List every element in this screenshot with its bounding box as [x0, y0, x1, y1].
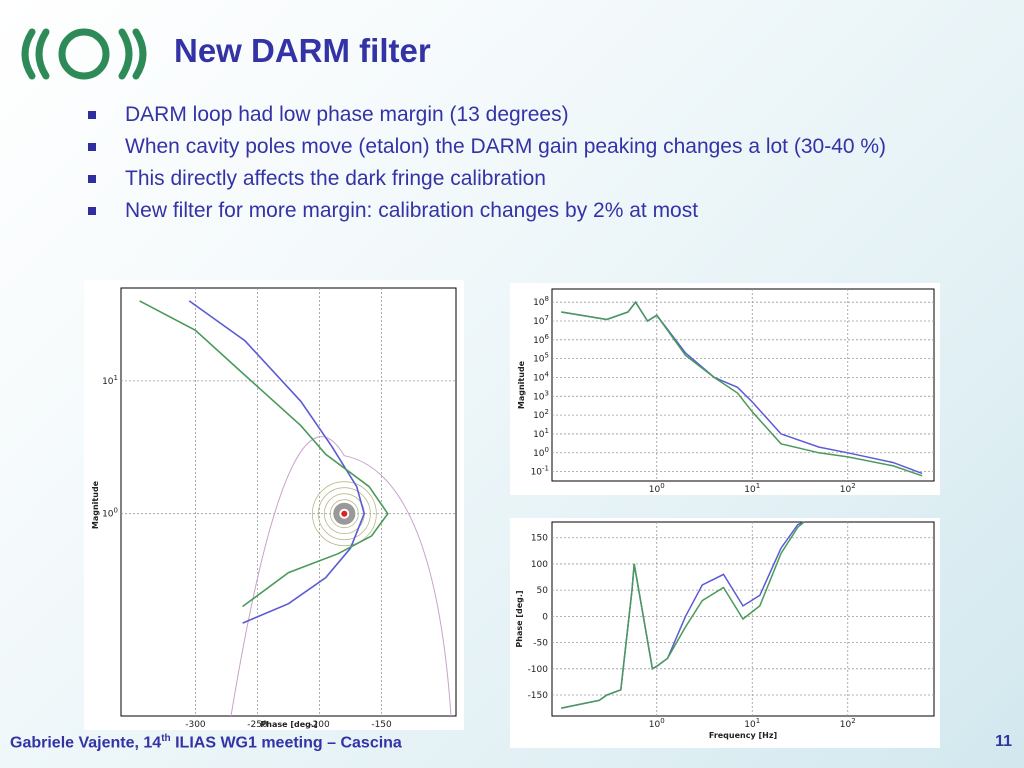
bode-magnitude-ytick-label: 105 [533, 352, 549, 365]
bullet-item: DARM loop had low phase margin (13 degre… [88, 102, 993, 127]
footer-text: Gabriele Vajente, 14th ILIAS WG1 meeting… [10, 733, 402, 752]
nichols-target-rings [333, 502, 356, 525]
bode-magnitude-ytick-label: 107 [533, 314, 549, 327]
bode-magnitude-xtick-label: 101 [744, 482, 760, 495]
nichols-axes-frame [120, 287, 457, 717]
bode-magnitude-ytick-label: 100 [533, 446, 549, 459]
page-number: 11 [995, 733, 1012, 750]
nichols-margin-contour [230, 436, 452, 717]
bullet-marker [88, 207, 96, 215]
nichols-xlabel: Phase [deg.] [260, 720, 317, 729]
logo-right-arc-outer [132, 28, 147, 80]
bode-magnitude-ytick-label: 106 [533, 333, 549, 346]
bode-magnitude-ytick-label: 10-1 [531, 465, 549, 478]
nichols-series-blue [188, 300, 366, 624]
nichols-margin-circle [311, 481, 377, 547]
bode-magnitude-plot: 100 101 102 108 107 106 105 104 103 102 101 100 10-1… [510, 283, 940, 495]
nichols-margin-circle [317, 487, 371, 541]
bode-phase-ylabel: Phase [deg.] [515, 590, 524, 647]
nichols-xtick-label: -300 [185, 720, 206, 730]
bode-phase-ytick-label: -150 [528, 691, 549, 701]
bode-phase-plot: 100 101 102 150 100 50 0 -50 -100 -150 Phase [deg… [510, 518, 940, 748]
nichols-xtick-label: -150 [371, 720, 392, 730]
bullet-list: DARM loop had low phase margin (13 degre… [88, 102, 993, 230]
bode-phase-svg: 100 101 102 150 100 50 0 -50 -100 -150 Phase [deg… [510, 518, 940, 748]
bode-phase-series-green [561, 521, 805, 709]
nichols-xtick-label: -200 [309, 720, 330, 730]
bode-magnitude-ytick-label: 102 [533, 408, 549, 421]
bode-phase-ytick-label: 50 [537, 586, 549, 596]
logo-center-ring [58, 28, 110, 80]
nichols-ylabel: Magnitude [91, 480, 100, 529]
logo-right-arc-inner [118, 28, 133, 80]
nichols-ytick-label: 101 [102, 374, 118, 387]
bullet-item: This directly affects the dark fringe ca… [88, 166, 993, 191]
nichols-chart-svg: -300 -250 -200 -150 101 100 Magnitude Phase [… [84, 280, 464, 730]
bode-magnitude-frame [551, 288, 935, 482]
bullet-text: This directly affects the dark fringe ca… [125, 167, 546, 190]
virgo-logo [21, 28, 147, 80]
bullet-marker [88, 175, 96, 183]
footer-superscript: th [161, 733, 171, 744]
bullet-item: New filter for more margin: calibration … [88, 198, 993, 223]
footer-prefix: Gabriele Vajente, 14 [10, 734, 162, 752]
bode-magnitude-ytick-label: 104 [533, 370, 549, 383]
bode-magnitude-ytick-label: 101 [533, 427, 549, 440]
bullet-item: When cavity poles move (etalon) the DARM… [88, 134, 993, 159]
bullet-marker [88, 111, 96, 119]
nichols-xtick-label: -250 [247, 720, 268, 730]
nichols-series-green [139, 300, 389, 608]
bullet-text: When cavity poles move (etalon) the DARM… [125, 135, 887, 158]
bode-phase-ytick-label: -50 [533, 639, 548, 649]
footer-suffix: ILIAS WG1 meeting – Cascina [170, 734, 402, 752]
bode-magnitude-xtick-label: 100 [649, 482, 665, 495]
bode-phase-ytick-label: 0 [542, 612, 548, 622]
nichols-plot: -300 -250 -200 -150 101 100 Magnitude Phase [… [84, 280, 464, 730]
bode-magnitude-svg: 100 101 102 108 107 106 105 104 103 102 101 100 10-1… [510, 283, 940, 495]
bode-magnitude-ylabel: Magnitude [517, 360, 526, 409]
bode-magnitude-ytick-label: 103 [533, 389, 549, 402]
bode-magnitude-ytick-label: 108 [533, 295, 549, 308]
bode-phase-xtick-label: 100 [649, 717, 665, 730]
bullet-text: New filter for more margin: calibration … [125, 199, 699, 222]
bullet-marker [88, 143, 96, 151]
bullet-text: DARM loop had low phase margin (13 degre… [125, 103, 569, 126]
bode-magnitude-xtick-label: 102 [840, 482, 856, 495]
nichols-ytick-label: 100 [102, 507, 118, 520]
bode-phase-ytick-label: 150 [531, 534, 548, 544]
bode-phase-xlabel: Frequency [Hz] [709, 731, 777, 740]
bode-phase-ytick-label: 100 [531, 560, 548, 570]
nichols-margin-circle [329, 499, 359, 529]
bode-phase-xtick-label: 101 [744, 717, 760, 730]
logo-left-arc-inner [35, 28, 50, 80]
bode-magnitude-series-green [561, 300, 923, 477]
slide-title: New DARM filter [174, 32, 431, 69]
bode-phase-ytick-label: -100 [528, 665, 549, 675]
bode-phase-xtick-label: 102 [840, 717, 856, 730]
nichols-critical-point [341, 510, 348, 517]
logo-left-arc-outer [21, 28, 36, 80]
